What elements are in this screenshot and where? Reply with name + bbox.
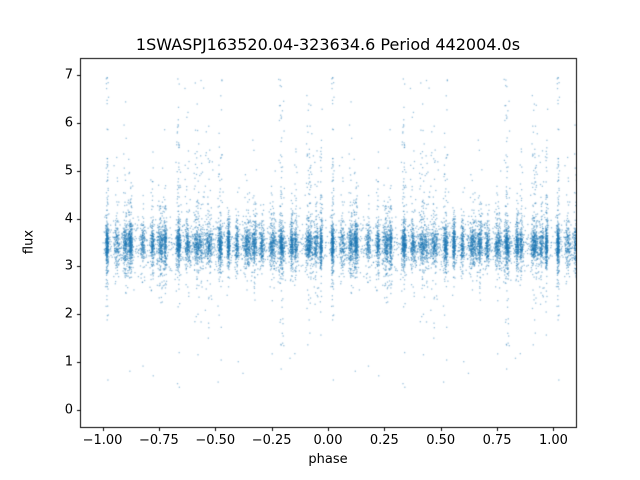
x-tick-label: −0.25 xyxy=(251,433,292,448)
y-tick-label: 7 xyxy=(64,67,73,83)
x-tick-label: 1.00 xyxy=(538,433,568,448)
x-tick-label: 0.50 xyxy=(426,433,456,448)
x-tick-label: −0.75 xyxy=(138,433,179,448)
x-tick-label: 0.75 xyxy=(482,433,512,448)
y-tick-label: 3 xyxy=(64,258,73,274)
x-axis-label: phase xyxy=(308,452,348,467)
y-tick-label: 6 xyxy=(64,115,73,131)
chart-title: 1SWASPJ163520.04-323634.6 Period 442004.… xyxy=(135,35,521,54)
y-tick-label: 2 xyxy=(64,306,73,322)
y-tick-label: 4 xyxy=(64,211,73,227)
y-tick-label: 1 xyxy=(64,354,73,370)
y-axis-label: flux xyxy=(21,229,37,255)
x-tick-label: −0.50 xyxy=(195,433,236,448)
x-tick-label: 0.25 xyxy=(369,433,399,448)
y-tick-label: 5 xyxy=(64,163,73,179)
x-tick-label: 0.00 xyxy=(313,433,343,448)
x-tick-label: −1.00 xyxy=(82,433,123,448)
y-tick-label: 0 xyxy=(64,402,73,418)
